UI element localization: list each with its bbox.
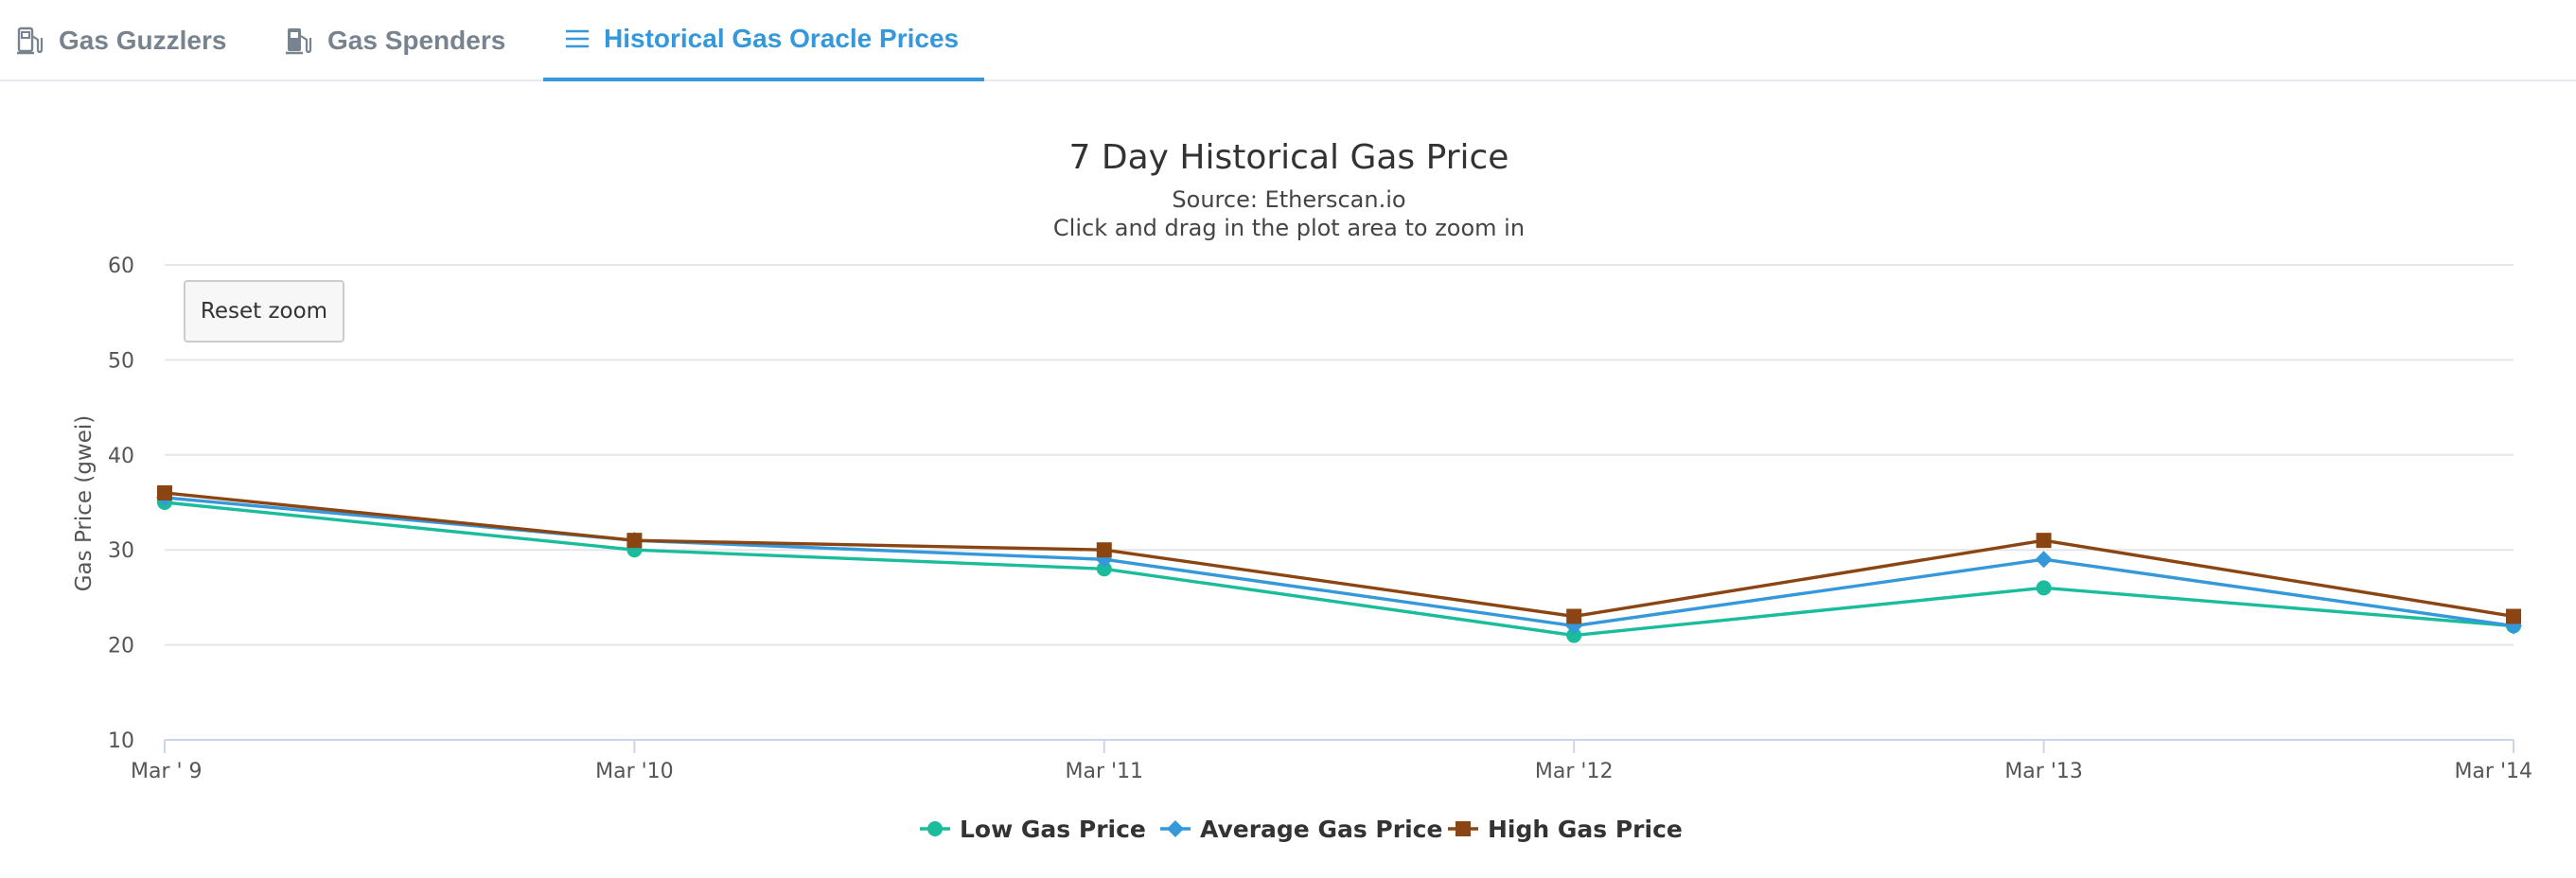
x-tick-label: Mar ' 9 (131, 760, 203, 783)
y-tick-label: 40 (108, 445, 134, 468)
legend-item[interactable]: High Gas Price (1448, 816, 1683, 843)
data-point[interactable] (2506, 608, 2521, 624)
data-point[interactable] (157, 484, 172, 500)
series-low-gas-price[interactable] (157, 495, 2521, 643)
y-tick-label: 30 (108, 539, 134, 563)
data-point[interactable] (2036, 580, 2052, 596)
tab-bar: Gas Guzzlers Gas Spenders Historical Gas… (0, 0, 2576, 81)
gas-price-chart[interactable]: 7 Day Historical Gas Price Source: Ether… (0, 81, 2576, 878)
legend-item[interactable]: Low Gas Price (920, 816, 1146, 843)
tab-label: Gas Guzzlers (59, 26, 227, 55)
legend-label: High Gas Price (1488, 816, 1683, 843)
gas-pump-icon (17, 26, 44, 55)
y-tick-label: 50 (108, 349, 134, 373)
x-tick-label: Mar '13 (2004, 760, 2083, 783)
series-line (164, 500, 2514, 638)
chart-subtitle: Source: Etherscan.io (1172, 186, 1405, 213)
data-point[interactable] (1566, 608, 1582, 624)
tab-label: Historical Gas Oracle Prices (604, 24, 960, 53)
chart-zoom-hint: Click and drag in the plot area to zoom … (1053, 215, 1525, 241)
y-axis-label: Gas Price (gwei) (72, 415, 97, 592)
reset-zoom-button[interactable]: Reset zoom (184, 280, 344, 342)
data-point[interactable] (1566, 627, 1582, 643)
x-tick-label: Mar '12 (1535, 760, 1614, 783)
data-point[interactable] (1096, 561, 1112, 577)
series-line (164, 496, 2514, 628)
x-tick-label: Mar '10 (595, 760, 674, 783)
series-high-gas-price[interactable] (157, 484, 2521, 624)
data-point[interactable] (1096, 542, 1112, 558)
tab-gas-spenders[interactable]: Gas Spenders (286, 0, 505, 81)
gas-station-icon (286, 26, 312, 55)
y-tick-label: 60 (108, 255, 134, 278)
legend-item[interactable]: Average Gas Price (1160, 816, 1442, 843)
chart-title: 7 Day Historical Gas Price (1069, 138, 1509, 177)
data-point[interactable] (2036, 533, 2052, 549)
x-tick-label: Mar '11 (1066, 760, 1144, 783)
series-line (164, 491, 2514, 619)
legend-label: Average Gas Price (1200, 816, 1442, 843)
x-tick-label: Mar '14 (2454, 760, 2532, 783)
y-tick-label: 20 (108, 635, 134, 658)
tab-gas-guzzlers[interactable]: Gas Guzzlers (17, 0, 226, 81)
data-point[interactable] (626, 533, 643, 549)
list-icon (566, 28, 589, 49)
legend-marker (1167, 820, 1184, 837)
tab-historical-gas-oracle-prices[interactable]: Historical Gas Oracle Prices (543, 0, 984, 81)
legend-marker (927, 821, 943, 836)
tab-label: Gas Spenders (327, 26, 506, 55)
data-point[interactable] (2035, 551, 2053, 569)
legend-marker (1456, 821, 1471, 836)
y-tick-label: 10 (108, 729, 134, 753)
legend-label: Low Gas Price (960, 816, 1146, 843)
